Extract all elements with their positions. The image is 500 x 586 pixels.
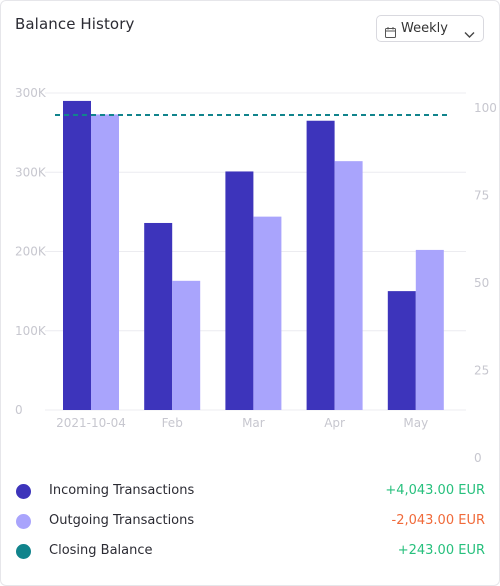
- bar-incoming: [387, 291, 416, 410]
- balance-bar-chart: 0 100K 200K 300K 300K 0 25 50 75 100 2021-10-04 Feb…: [15, 86, 497, 465]
- x-tick-label: 2021-10-04: [56, 416, 126, 430]
- legend-item-outgoing: Outgoing Transactions -2,043.00 EUR: [1, 510, 500, 534]
- x-tick-label: Mar: [242, 416, 265, 430]
- y-left-tick-label: 300K: [15, 86, 47, 100]
- x-tick-label: Feb: [162, 416, 183, 430]
- legend-value-outgoing: -2,043.00 EUR: [391, 513, 485, 528]
- legend-value-closing: +243.00 EUR: [397, 543, 485, 558]
- legend-label-outgoing: Outgoing Transactions: [49, 513, 195, 528]
- bar-incoming: [144, 222, 173, 410]
- bar-outgoing: [334, 161, 363, 410]
- legend-label-closing: Closing Balance: [49, 543, 153, 558]
- legend-dot-incoming: [16, 484, 31, 499]
- y-right-tick-label: 0: [474, 451, 482, 465]
- y-right-tick-label: 100: [474, 101, 497, 115]
- y-right-tick-label: 50: [474, 276, 489, 290]
- y-right-tick-label: 25: [474, 364, 489, 378]
- bar-outgoing: [415, 249, 444, 410]
- legend-label-incoming: Incoming Transactions: [49, 483, 195, 498]
- bar-incoming: [63, 100, 91, 411]
- y-right-tick-label: 75: [474, 189, 489, 203]
- period-select-value: Weekly: [401, 21, 448, 36]
- bar-outgoing: [172, 280, 201, 410]
- bar-outgoing: [253, 216, 282, 410]
- y-left-tick-label: 100K: [15, 324, 47, 338]
- chevron-down-icon: [464, 24, 475, 43]
- legend-dot-outgoing: [16, 514, 31, 529]
- bar-outgoing: [91, 114, 119, 411]
- bar-incoming: [225, 171, 254, 410]
- legend-dot-closing: [16, 544, 31, 559]
- legend-item-incoming: Incoming Transactions +4,043.00 EUR: [1, 480, 500, 504]
- calendar-icon: [385, 23, 396, 42]
- legend-item-closing: Closing Balance +243.00 EUR: [1, 540, 500, 564]
- y-left-tick-label: 200K: [15, 245, 47, 259]
- x-tick-label: Apr: [324, 416, 345, 430]
- period-select[interactable]: Weekly: [376, 15, 484, 42]
- card-title: Balance History: [15, 15, 135, 33]
- legend-value-incoming: +4,043.00 EUR: [385, 483, 485, 498]
- y-left-tick-label: 0: [15, 403, 23, 417]
- x-tick-label: May: [403, 416, 428, 430]
- bar-incoming: [306, 120, 335, 411]
- y-left-tick-label: 300K: [15, 165, 47, 179]
